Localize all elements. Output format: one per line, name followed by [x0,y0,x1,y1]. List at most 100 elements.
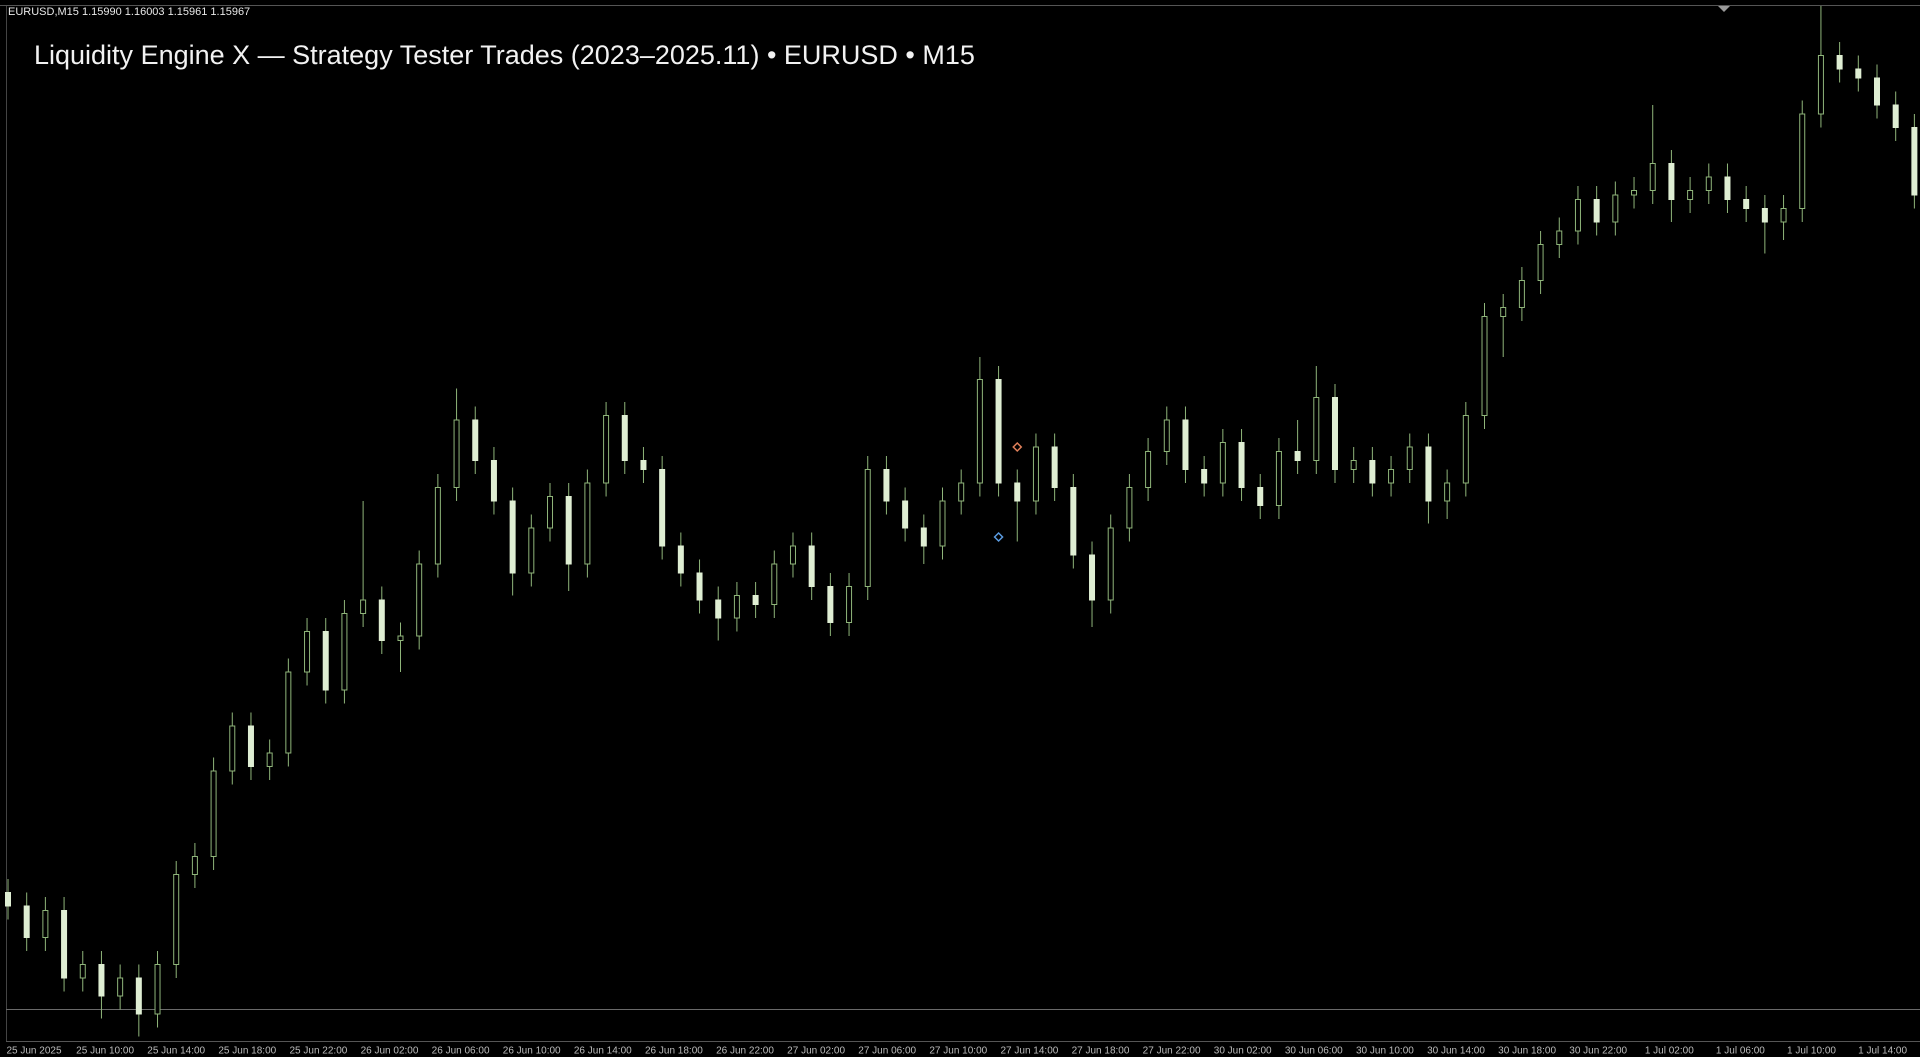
x-tick-label: 27 Jun 02:00 [787,1046,845,1057]
candle-body [1406,446,1413,470]
candle-body [1593,199,1600,223]
candle-body [378,599,385,641]
candle-body [1892,104,1899,128]
candle-body [771,563,778,605]
candle-body [509,500,516,574]
candle-body [1705,176,1712,191]
candle-body [5,892,11,907]
candle-body [1182,419,1189,470]
candle-body [1350,460,1357,470]
candle-body [341,613,348,691]
x-tick-label: 26 Jun 10:00 [503,1046,561,1057]
candle-body [79,964,86,979]
x-tick-label: 26 Jun 02:00 [361,1046,419,1057]
candle-body [939,500,946,547]
candle-body [1612,194,1619,223]
candle-body [1855,68,1862,79]
candle-body [808,545,815,587]
candle-body [603,415,610,484]
candle-body [397,635,404,641]
chart-title: Liquidity Engine X — Strategy Tester Tra… [34,40,975,70]
candle-body [696,572,703,601]
x-tick-label: 27 Jun 06:00 [858,1046,916,1057]
x-tick-label: 30 Jun 22:00 [1569,1046,1627,1057]
candle-body [472,419,479,461]
x-tick-label: 25 Jun 22:00 [289,1046,347,1057]
x-tick-label: 30 Jun 10:00 [1356,1046,1414,1057]
candle-body [827,586,834,623]
candle-body [1219,442,1226,484]
candle-body [528,527,535,574]
candle-body [1743,199,1750,209]
candle-body [1668,163,1675,200]
candle-body [285,671,292,754]
x-tick-label: 30 Jun 14:00 [1427,1046,1485,1057]
candle-body [1238,442,1245,488]
x-tick-label: 1 Jul 06:00 [1716,1046,1765,1057]
candle-body [1481,316,1488,416]
candle-body [1462,415,1469,484]
candle-body [117,977,124,997]
x-tick-label: 27 Jun 18:00 [1072,1046,1130,1057]
x-tick-label: 30 Jun 02:00 [1214,1046,1272,1057]
x-tick-label: 27 Jun 10:00 [929,1046,987,1057]
x-tick-label: 25 Jun 18:00 [218,1046,276,1057]
x-tick-label: 27 Jun 22:00 [1143,1046,1201,1057]
x-tick-label: 1 Jul 14:00 [1858,1046,1907,1057]
candle-body [1014,482,1021,502]
candle-body [1874,77,1880,106]
candle-body [584,482,591,565]
trade-marker [1012,441,1023,453]
candle-body [1275,451,1282,506]
candle-body [61,910,68,979]
candle-body [1556,230,1563,245]
candle-body [191,856,198,875]
x-tick-label: 27 Jun 14:00 [1000,1046,1058,1057]
candle-body [1724,176,1731,200]
candle-body [1163,419,1170,452]
candle-body [1649,163,1656,191]
x-tick-label: 26 Jun 06:00 [432,1046,490,1057]
x-tick-label: 25 Jun 2025 [6,1046,61,1057]
candle-body [995,379,1002,484]
candle-body [1257,487,1264,506]
candle-body [1911,127,1918,196]
candle-body [1687,190,1694,200]
candle-body [976,379,983,484]
candle-body [1145,451,1152,488]
candle-body [135,977,142,1015]
candle-body [715,599,722,619]
candle-body [416,563,423,637]
candle-body [360,599,367,614]
candle-body [210,770,217,857]
candle-body [1817,55,1824,115]
x-tick-label: 26 Jun 14:00 [574,1046,632,1057]
candle-body [547,496,554,529]
candle-body [621,415,628,461]
candle-body [42,910,49,938]
candle-body [1444,482,1451,502]
candle-body [1780,208,1787,223]
candle-body [1313,397,1320,461]
candle-body [1294,451,1301,461]
candle-body [1500,307,1507,317]
candle-body [1388,469,1395,484]
candle-body [173,874,180,965]
candle-body [1799,113,1806,209]
candle-body [659,469,666,547]
x-tick-label: 1 Jul 02:00 [1645,1046,1694,1057]
candle-body [920,527,927,547]
candle-body [154,964,161,1015]
candle-body [23,905,30,938]
candle-body [1089,554,1096,601]
candle-body [1126,487,1133,529]
candle-body [1761,208,1768,223]
candle-body [846,586,853,623]
candle-body [322,631,329,691]
candle-body [1836,55,1843,70]
candle-body [434,487,441,565]
trade-marker [993,531,1004,543]
candle-body [1369,460,1376,484]
